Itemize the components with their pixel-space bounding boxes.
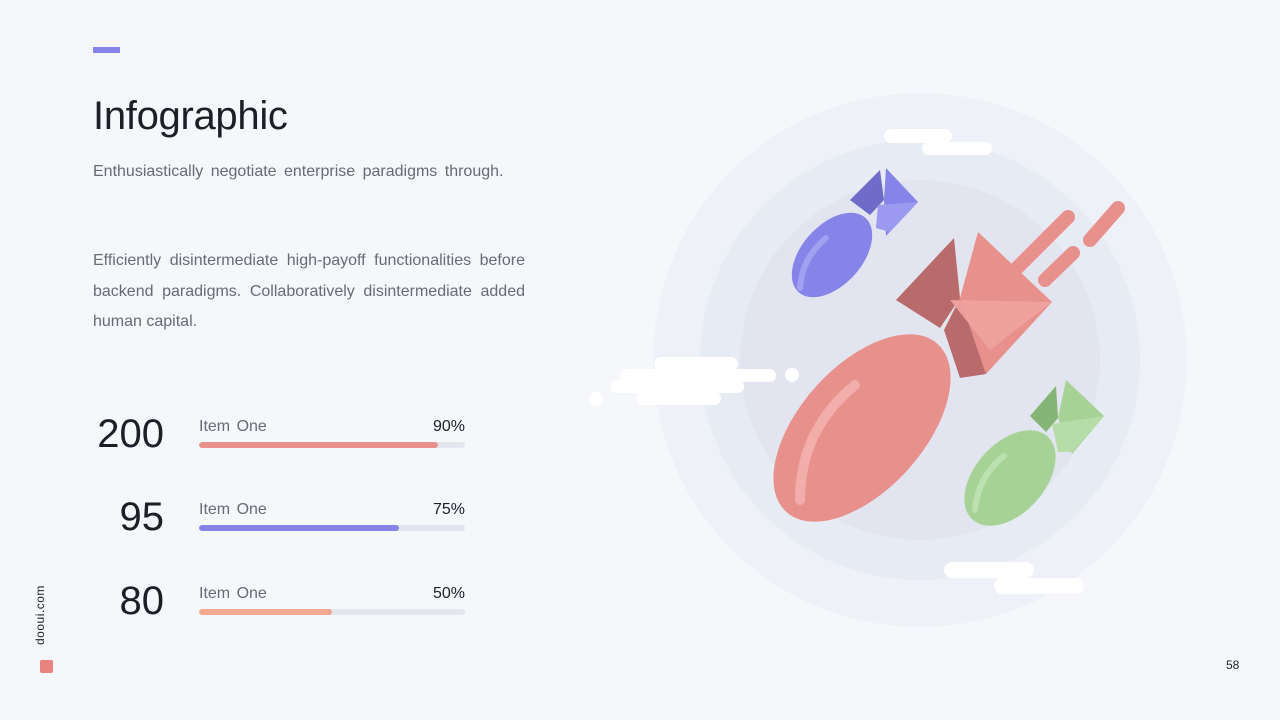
stat-label: Item One [199, 585, 267, 602]
page-title: Infographic [93, 94, 288, 138]
brand-text: dooui.com [33, 585, 47, 645]
cloud-icon [589, 129, 1084, 594]
red-bomb-icon [773, 232, 1052, 522]
falling-bombs-illustration [589, 93, 1187, 627]
stat-row-1: 200 Item One 90% [60, 412, 470, 482]
progress-fill [199, 609, 332, 615]
green-bomb-icon [964, 380, 1104, 526]
page-subtitle: Enthusiastically negotiate enterprise pa… [93, 163, 504, 180]
progress-track [199, 525, 465, 531]
stat-percent: 90% [432, 418, 465, 435]
stat-row-2: 95 Item One 75% [60, 495, 470, 565]
stat-percent: 75% [432, 501, 465, 518]
body-paragraph: Efficiently disintermediate high-payoff … [93, 252, 525, 330]
title-accent-bar [93, 47, 120, 53]
progress-track [199, 442, 465, 448]
stat-number: 80 [119, 579, 165, 623]
progress-fill [199, 525, 399, 531]
page-number: 58 [1226, 658, 1240, 672]
stat-number: 200 [97, 412, 164, 456]
stat-percent: 50% [432, 585, 465, 602]
stat-number: 95 [119, 495, 165, 539]
brand-square-icon [40, 660, 53, 673]
progress-track [199, 609, 465, 615]
progress-fill [199, 442, 439, 448]
stat-label: Item One [199, 418, 267, 435]
purple-bomb-icon [791, 168, 918, 298]
stat-label: Item One [199, 501, 267, 518]
stat-row-3: 80 Item One 50% [60, 579, 470, 649]
